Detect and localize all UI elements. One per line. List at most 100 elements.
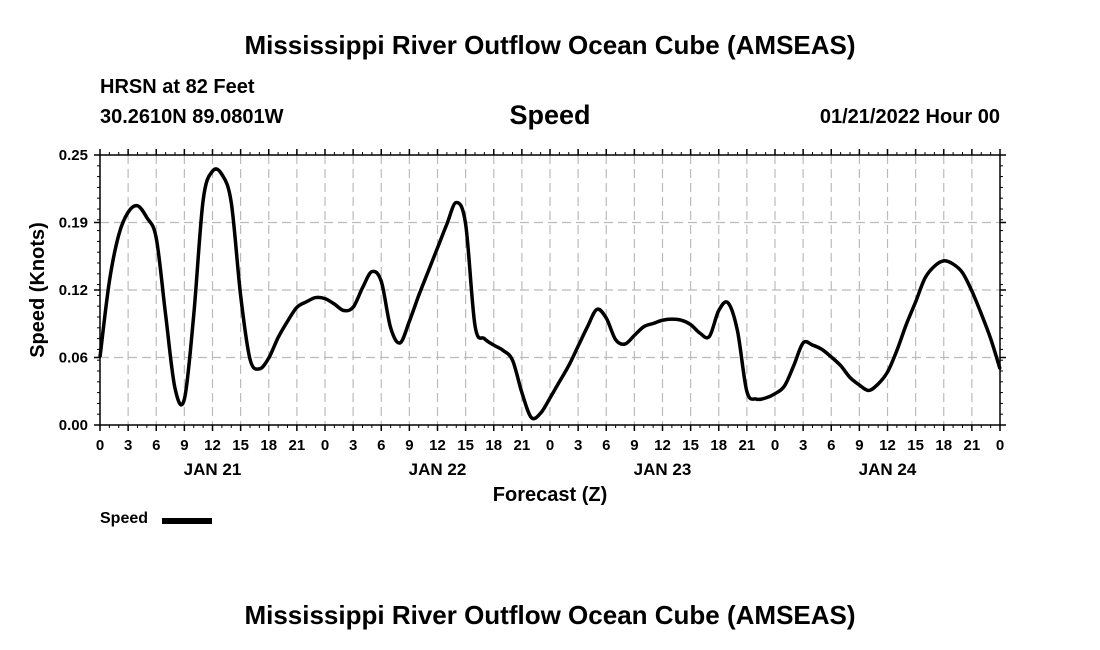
x-tick-label: 18	[935, 437, 952, 454]
x-tick-label: 21	[514, 437, 531, 454]
legend-swatch-speed	[162, 518, 212, 524]
data-point	[417, 294, 420, 297]
data-point	[820, 348, 824, 351]
x-tick-label: 15	[907, 437, 924, 454]
label-layer: 0 3 6 9 12 15 18 21 0 3 6 9 12 15 18 21 0 3 6 9 12 15 18 21 0 3 6 9…	[27, 147, 1004, 506]
day-label: JAN 22	[409, 460, 467, 479]
data-point	[305, 300, 308, 304]
coordinates-label: 30.2610N 89.0801W	[100, 106, 284, 128]
data-point	[136, 204, 139, 207]
data-point	[239, 294, 242, 297]
data-point	[867, 389, 870, 392]
data-point	[501, 349, 505, 352]
x-tick-label: 6	[602, 437, 610, 454]
data-point	[680, 319, 683, 322]
station-label: HRSN at 82 Feet	[100, 76, 255, 98]
data-point	[811, 343, 814, 347]
data-point	[192, 313, 195, 317]
data-point	[295, 306, 299, 309]
series-line-speed	[98, 167, 1002, 421]
x-tick-label: 12	[879, 437, 896, 454]
y-tick-label: 0.12	[59, 282, 88, 299]
data-point	[108, 280, 111, 283]
x-tick-label: 21	[289, 437, 306, 454]
x-tick-label: 15	[232, 437, 249, 454]
data-point	[792, 364, 795, 367]
data-point	[398, 341, 402, 345]
x-tick-label: 21	[739, 437, 756, 454]
data-point	[783, 384, 786, 388]
data-point	[801, 341, 805, 345]
data-point	[464, 222, 467, 226]
data-point	[126, 211, 130, 214]
data-point	[886, 370, 889, 374]
x-tick-label: 6	[377, 437, 385, 454]
data-point	[220, 173, 224, 176]
data-point	[989, 337, 992, 340]
data-point	[895, 349, 899, 352]
data-point	[905, 323, 908, 326]
data-point	[745, 390, 749, 393]
data-point	[539, 411, 542, 415]
plot-frame	[99, 154, 1001, 426]
data-point	[980, 312, 983, 315]
data-point	[633, 334, 636, 337]
data-point	[164, 313, 167, 317]
data-point	[145, 216, 149, 219]
data-point	[586, 325, 589, 328]
grid-layer	[100, 155, 1000, 425]
y-axis-title: Speed (Knots)	[27, 222, 49, 358]
x-tick-label: 18	[260, 437, 277, 454]
data-point	[267, 356, 270, 360]
x-tick-label: 18	[710, 437, 727, 454]
x-tick-label: 0	[96, 437, 104, 454]
data-point	[661, 319, 664, 322]
y-tick-label: 0.00	[59, 417, 88, 434]
data-point	[314, 296, 317, 299]
data-point	[258, 367, 261, 371]
data-point	[333, 302, 336, 306]
x-tick-label: 3	[799, 437, 807, 454]
legend-label: Speed	[100, 510, 149, 527]
data-point	[698, 332, 702, 335]
x-tick-label: 15	[457, 437, 474, 454]
x-tick-label: 9	[405, 437, 413, 454]
data-point	[323, 297, 327, 300]
x-axis-title: Forecast (Z)	[493, 484, 607, 506]
data-point	[998, 367, 1002, 371]
data-point	[426, 270, 430, 273]
x-tick-label: 0	[321, 437, 329, 454]
data-point	[670, 317, 674, 321]
x-tick-label: 0	[996, 437, 1004, 454]
y-tick-label: 0.19	[59, 215, 88, 232]
data-point	[155, 236, 158, 240]
data-point	[830, 355, 833, 359]
x-tick-label: 15	[682, 437, 699, 454]
data-point	[530, 416, 533, 419]
day-label: JAN 23	[634, 460, 692, 479]
data-point	[370, 270, 374, 273]
y-tick-label: 0.06	[59, 350, 88, 367]
x-tick-label: 18	[485, 437, 502, 454]
data-point	[173, 387, 177, 390]
data-point	[342, 309, 345, 312]
chart-main-title: Mississippi River Outflow Ocean Cube (AM…	[244, 30, 856, 60]
data-point	[286, 320, 289, 323]
data-point	[445, 222, 449, 226]
x-tick-label: 6	[827, 437, 835, 454]
data-point	[361, 286, 364, 290]
y-tick-label: 0.25	[59, 147, 88, 164]
data-point	[473, 324, 477, 327]
data-point	[595, 308, 599, 311]
data-point	[248, 357, 252, 361]
data-point	[351, 306, 355, 309]
data-point	[848, 376, 852, 379]
data-point	[380, 280, 383, 283]
data-point	[183, 397, 186, 401]
data-point	[614, 338, 617, 341]
data-point	[736, 329, 739, 333]
panel-title: Speed	[509, 100, 591, 130]
footer-title: Mississippi River Outflow Ocean Cube (AM…	[244, 600, 856, 630]
x-tick-label: 3	[574, 437, 582, 454]
data-point	[642, 325, 645, 328]
